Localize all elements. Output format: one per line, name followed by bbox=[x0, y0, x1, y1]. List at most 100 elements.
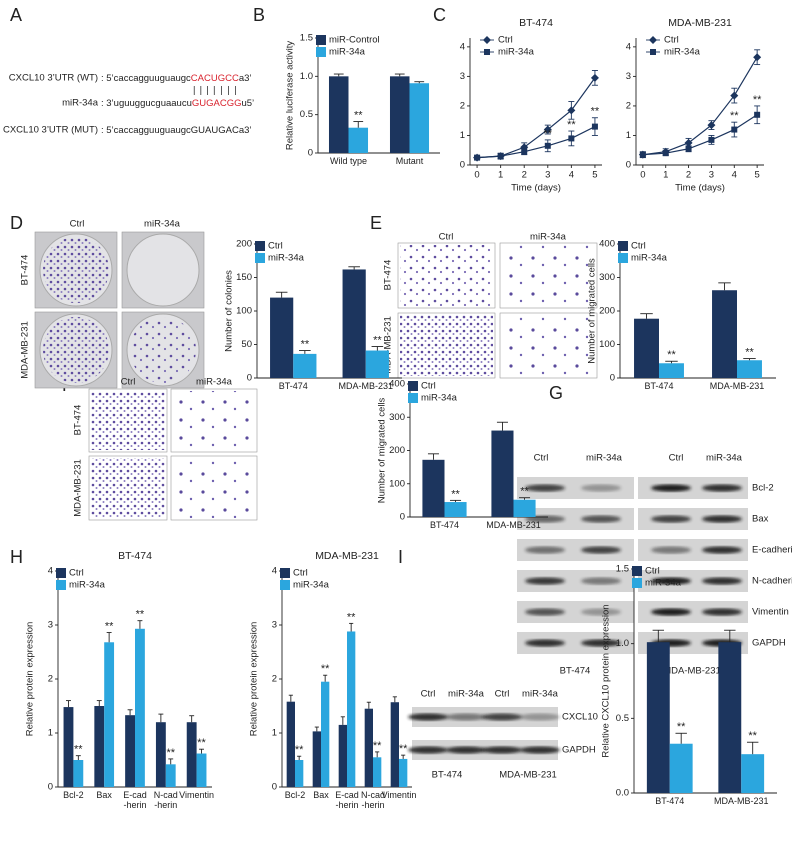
panel-letter: I bbox=[398, 547, 403, 567]
column-label: miR-34a bbox=[522, 689, 559, 700]
significance: ** bbox=[354, 109, 363, 121]
blot-band bbox=[651, 484, 691, 492]
significance: ** bbox=[321, 663, 330, 675]
chart-title: MDA-MB-231 bbox=[668, 17, 732, 29]
series-line bbox=[642, 56, 758, 156]
significance: ** bbox=[399, 743, 408, 755]
y-tick-label: 4 bbox=[272, 566, 277, 577]
x-tick-label: 1 bbox=[498, 170, 503, 181]
y-tick-label: 100 bbox=[389, 478, 405, 489]
blot-strip bbox=[638, 570, 748, 592]
x-tick-label-box: Vimentin bbox=[179, 790, 214, 800]
bar bbox=[390, 702, 399, 787]
legend-label: miR-34a bbox=[664, 47, 701, 58]
legend-swatch bbox=[408, 381, 418, 391]
blot-band bbox=[525, 639, 565, 647]
blot-band bbox=[702, 608, 742, 616]
blot-band bbox=[702, 484, 742, 492]
y-tick-label: 2 bbox=[460, 100, 465, 111]
y-tick-label: 0 bbox=[48, 782, 53, 793]
legend-label: miR-34a bbox=[645, 578, 682, 589]
y-tick-label: 4 bbox=[460, 41, 465, 52]
y-tick-label: 3 bbox=[272, 620, 277, 631]
column-label: miR-34a bbox=[144, 219, 181, 230]
blot-band bbox=[581, 515, 621, 523]
y-axis-label: Relative protein expression bbox=[249, 622, 260, 737]
bar bbox=[328, 76, 349, 153]
x-tick-label-box: Bcl-2 bbox=[63, 790, 84, 800]
marker bbox=[708, 136, 715, 143]
binding-site: CACUGCC bbox=[191, 73, 239, 84]
y-tick-label: 100 bbox=[236, 306, 252, 317]
invasion-photo-cells bbox=[173, 391, 255, 450]
significance: ** bbox=[520, 486, 529, 498]
marker bbox=[662, 150, 669, 157]
bar bbox=[347, 631, 356, 787]
protein-label: GAPDH bbox=[562, 745, 596, 756]
sequence-body: : 3’uguuggucguaaucu bbox=[101, 98, 192, 109]
legend-label: Ctrl bbox=[498, 35, 513, 46]
blot-strip bbox=[638, 508, 748, 530]
significance: ** bbox=[451, 488, 460, 500]
marker bbox=[568, 135, 575, 142]
blot-band bbox=[651, 608, 691, 616]
protein-label: Vimentin bbox=[752, 607, 789, 618]
sequence-end: a3’ bbox=[239, 73, 252, 84]
x-tick-label: MDA-MB-231 bbox=[338, 381, 393, 391]
series-line bbox=[477, 77, 596, 159]
bar bbox=[165, 764, 176, 787]
x-tick-label: 3 bbox=[545, 170, 550, 181]
bar bbox=[196, 753, 207, 787]
bar bbox=[104, 642, 115, 787]
bar bbox=[295, 760, 304, 787]
column-label: miR-34a bbox=[530, 232, 567, 243]
bar bbox=[373, 757, 382, 787]
y-tick-label: 3 bbox=[626, 71, 631, 82]
colony-photo-colonies bbox=[43, 317, 109, 383]
migration-photo-cells bbox=[502, 245, 595, 306]
significance: ** bbox=[74, 744, 83, 756]
row-label: BT-474 bbox=[73, 405, 84, 436]
colony-photo-dish bbox=[126, 233, 200, 307]
legend-marker bbox=[649, 36, 657, 44]
blot-strip bbox=[517, 632, 634, 654]
x-tick-label: BT-474 bbox=[429, 520, 460, 530]
chart-title: MDA-MB-231 bbox=[315, 550, 379, 562]
x-tick-label: MDA-MB-231 bbox=[709, 381, 765, 391]
y-tick-label: 0 bbox=[460, 160, 465, 171]
x-tick-label-box: N-cad -herin bbox=[361, 790, 385, 810]
protein-label: N-cadherin bbox=[752, 576, 792, 587]
y-axis-label: Number of migrated cells bbox=[587, 258, 598, 364]
bar bbox=[659, 363, 684, 378]
x-tick-label: E-cad -herin bbox=[335, 790, 359, 810]
x-tick-label: 5 bbox=[754, 170, 759, 181]
column-label: Ctrl bbox=[70, 219, 85, 230]
blot-strip bbox=[517, 508, 634, 530]
blot-strip bbox=[517, 570, 634, 592]
column-label: Ctrl bbox=[439, 232, 454, 243]
y-axis-label: Number of colonies bbox=[224, 270, 235, 352]
blot-strip bbox=[638, 601, 748, 623]
legend-swatch bbox=[408, 393, 418, 403]
legend-label: miR-34a bbox=[498, 47, 535, 58]
blot-band bbox=[525, 608, 565, 616]
legend-swatch bbox=[255, 253, 265, 263]
y-tick-label: 400 bbox=[389, 379, 405, 390]
legend-label: Ctrl bbox=[421, 381, 436, 392]
panel-letter: E bbox=[370, 213, 382, 233]
bar bbox=[365, 350, 389, 378]
x-tick-label-box: E-cad -herin bbox=[123, 790, 147, 810]
marker bbox=[639, 151, 646, 158]
y-tick-label: 2 bbox=[48, 674, 53, 685]
bar bbox=[491, 430, 514, 517]
y-tick-label: 2 bbox=[626, 100, 631, 111]
protein-label: E-cadherin bbox=[752, 545, 792, 556]
bar bbox=[669, 743, 693, 793]
colony-photo-colonies bbox=[130, 317, 196, 383]
marker bbox=[544, 142, 551, 149]
bar bbox=[270, 297, 294, 378]
legend-swatch bbox=[316, 35, 326, 45]
cell-line-label: MDA-MB-231 bbox=[499, 770, 557, 781]
y-tick-label: 0 bbox=[626, 160, 631, 171]
chart-title: BT-474 bbox=[118, 550, 152, 562]
